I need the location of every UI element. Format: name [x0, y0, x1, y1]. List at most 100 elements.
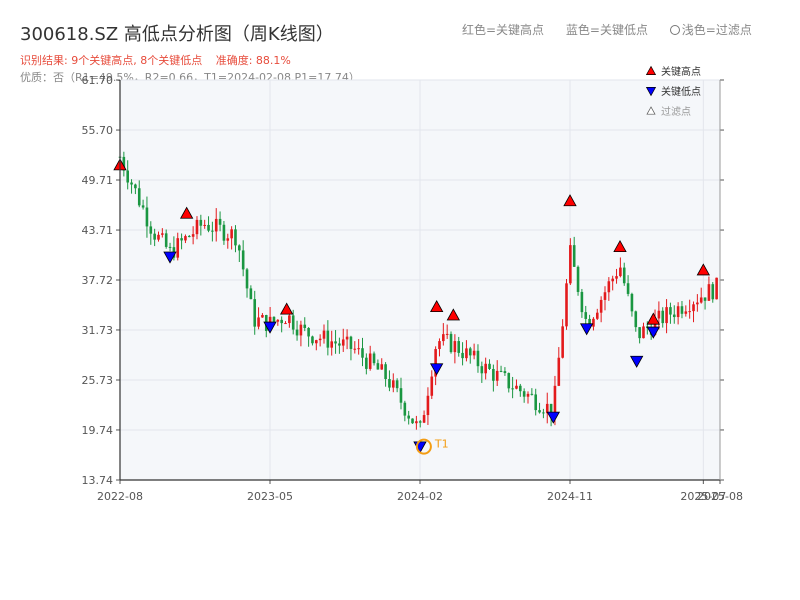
legend-high-symbol: [645, 65, 657, 75]
candle-body: [599, 299, 603, 313]
key-high-marker: [613, 239, 627, 253]
chart-title: 300618.SZ 高低点分析图（周K线图）: [20, 24, 334, 45]
candle-body: [642, 326, 645, 339]
candle-body: [434, 349, 437, 377]
candle-body: [241, 250, 245, 270]
candle-body: [503, 371, 507, 374]
candle-body: [511, 388, 514, 390]
candle-body: [449, 333, 453, 353]
legend-pale-text: 浅色=过滤点: [681, 23, 752, 37]
candle-body: [368, 353, 372, 369]
candle-body: [249, 288, 253, 300]
candle-body: [334, 341, 337, 344]
key-high-marker: [446, 308, 461, 321]
candle-body: [507, 373, 511, 389]
candle-body: [176, 238, 180, 258]
y-tick-label: 25.73: [82, 374, 114, 387]
candle-body: [291, 315, 295, 330]
candle-body: [203, 224, 206, 226]
candle-body: [222, 224, 226, 241]
candle-body: [657, 310, 661, 319]
candle-body: [603, 292, 607, 300]
candle-body: [607, 281, 611, 293]
candle-body: [361, 348, 364, 358]
candle-body: [365, 357, 368, 369]
annotation-label: T1: [434, 438, 449, 451]
candle-body: [253, 299, 257, 327]
candle-body: [442, 334, 445, 342]
x-tick-label: 2025-08: [697, 490, 743, 503]
candle-body: [688, 311, 691, 313]
candle-body: [391, 380, 395, 388]
candle-body: [584, 312, 588, 319]
candle-body: [349, 336, 353, 349]
candle-body: [280, 319, 283, 324]
key-high-marker: [279, 302, 294, 315]
candle-body: [134, 184, 137, 189]
candle-body: [476, 350, 480, 367]
candle-body: [130, 182, 133, 185]
x-tick-label: 2023-05: [247, 490, 293, 503]
candle-body: [157, 234, 160, 240]
y-tick-label: 37.72: [82, 274, 114, 287]
y-tick-label: 43.71: [82, 224, 114, 237]
candle-body: [184, 236, 187, 241]
candle-body: [622, 267, 626, 284]
candle-body: [353, 348, 357, 350]
candle-body: [572, 245, 576, 267]
x-tick-label: 2024-11: [547, 490, 593, 503]
candle-body: [672, 314, 676, 318]
candle-body: [580, 291, 584, 313]
candle-body: [638, 327, 641, 339]
candle-body: [411, 418, 414, 424]
candle-body: [326, 330, 330, 348]
recognition-status: 识别结果: 9个关键高点, 8个关键低点 准确度: 88.1%: [20, 52, 301, 68]
candle-body: [137, 188, 141, 206]
candle-body: [715, 277, 718, 300]
recognition-result: 识别结果: 9个关键高点, 8个关键低点: [20, 54, 203, 67]
candle-body: [315, 340, 318, 344]
key-low-marker: [546, 411, 561, 424]
candle-body: [438, 341, 441, 350]
candle-body: [322, 330, 326, 339]
y-tick-label: 19.74: [82, 424, 114, 437]
candle-body: [257, 317, 260, 327]
candle-body: [684, 311, 688, 314]
candle-body: [218, 218, 222, 225]
candle-body: [630, 293, 634, 312]
candle-body: [488, 363, 491, 369]
candle-body: [191, 234, 195, 237]
x-tick-label: 2024-02: [397, 490, 443, 503]
candle-body: [145, 207, 149, 227]
y-tick-label: 49.71: [82, 174, 114, 187]
candle-body: [595, 312, 599, 319]
candle-body: [526, 393, 530, 397]
candle-body: [230, 229, 233, 239]
candle-body: [565, 283, 568, 327]
legend-blue-text: 蓝色=关键低点: [565, 23, 648, 37]
candle-body: [669, 307, 672, 315]
candle-body: [534, 394, 538, 411]
candle-body: [388, 379, 391, 388]
candle-body: [634, 311, 638, 328]
candle-body: [653, 318, 657, 335]
candle-body: [211, 230, 214, 232]
candle-body: [330, 341, 334, 348]
accuracy-value: 准确度: 88.1%: [215, 54, 291, 67]
candle-body: [153, 233, 156, 240]
candle-body: [214, 218, 218, 232]
candle-body: [542, 412, 545, 414]
legend-pale-group: 浅色=过滤点: [669, 23, 770, 37]
candle-body: [661, 310, 665, 324]
candle-body: [576, 266, 580, 292]
candle-body: [703, 297, 707, 301]
y-tick-label: 13.74: [82, 474, 114, 487]
y-tick-label: 55.70: [82, 124, 114, 137]
candle-body: [261, 315, 264, 318]
candle-body: [380, 364, 384, 370]
candle-body: [399, 388, 403, 403]
candle-body: [699, 297, 703, 303]
candle-body: [149, 226, 153, 234]
legend-entry-label: 过滤点: [661, 105, 691, 118]
candle-body: [499, 370, 503, 372]
